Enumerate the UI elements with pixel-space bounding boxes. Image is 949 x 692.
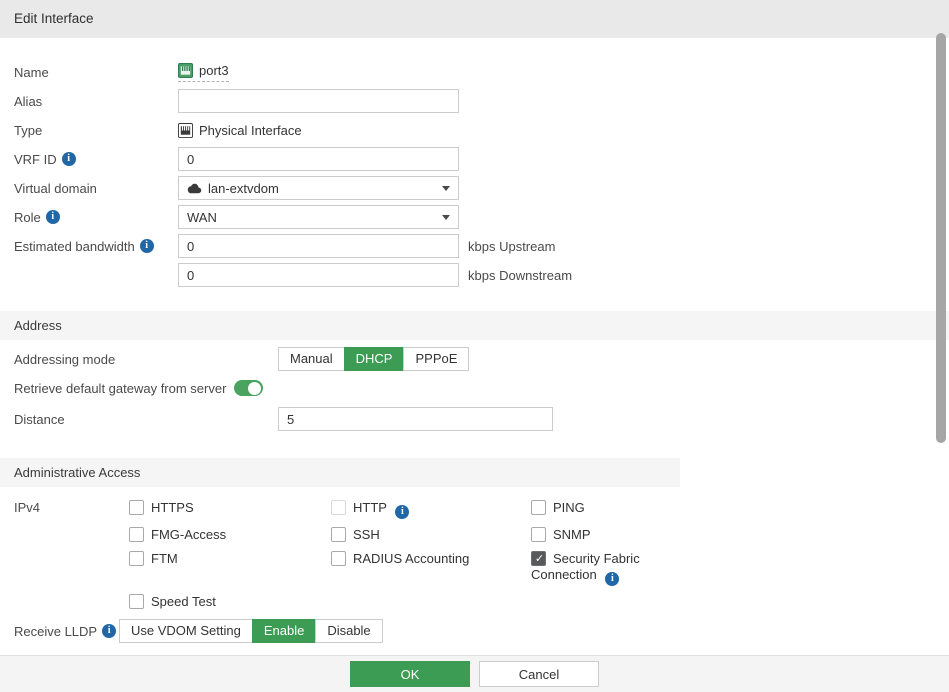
- role-label: Role: [14, 209, 41, 225]
- checkbox-radius-accounting[interactable]: [331, 551, 346, 566]
- checkbox-label: PING: [553, 500, 585, 515]
- checkbox-snmp[interactable]: [531, 527, 546, 542]
- row-receive-lldp: Receive LLDP Use VDOM Setting Enable Dis…: [0, 619, 949, 643]
- mode-dhcp-button[interactable]: DHCP: [343, 347, 405, 371]
- lldp-enable-button[interactable]: Enable: [251, 619, 317, 643]
- retrieve-gateway-toggle[interactable]: [234, 380, 264, 396]
- checkbox-ftm[interactable]: [129, 551, 144, 566]
- row-distance: Distance: [0, 407, 949, 431]
- checkbox-item-http[interactable]: HTTP: [331, 500, 531, 519]
- row-name: Name port3: [0, 60, 949, 84]
- checkbox-item-https[interactable]: HTTPS: [129, 500, 331, 516]
- info-icon[interactable]: [102, 624, 117, 638]
- checkbox-item-speed-test[interactable]: Speed Test: [129, 594, 331, 610]
- port-icon-green: [178, 62, 193, 78]
- mode-pppoe-button[interactable]: PPPoE: [403, 347, 470, 371]
- info-icon[interactable]: [605, 572, 620, 586]
- distance-label: Distance: [14, 411, 65, 427]
- info-icon[interactable]: [139, 239, 154, 253]
- role-dropdown[interactable]: WAN: [178, 205, 459, 229]
- edit-interface-form: Name port3 Alias Type: [0, 38, 949, 643]
- interface-name-chip[interactable]: port3: [178, 62, 229, 82]
- lldp-disable-button[interactable]: Disable: [315, 619, 383, 643]
- checkbox-speed-test[interactable]: [129, 594, 144, 609]
- upstream-unit-label: kbps Upstream: [468, 238, 556, 254]
- checkbox-label: HTTPS: [151, 500, 194, 515]
- ipv4-checkbox-grid: HTTPS HTTP PING FMG-Access SSH SNMP FTM: [129, 500, 676, 610]
- checkbox-label: Speed Test: [151, 594, 216, 609]
- row-addressing-mode: Addressing mode Manual DHCP PPPoE: [0, 347, 949, 371]
- bandwidth-label: Estimated bandwidth: [14, 238, 135, 254]
- checkbox-label: SSH: [353, 527, 380, 542]
- row-vrf: VRF ID: [0, 147, 949, 171]
- info-icon[interactable]: [61, 152, 76, 166]
- page-title: Edit Interface: [0, 0, 949, 38]
- lldp-use-vdom-button[interactable]: Use VDOM Setting: [119, 619, 253, 643]
- vertical-scrollbar[interactable]: [936, 33, 946, 443]
- row-bandwidth-down: kbps Downstream: [0, 263, 949, 287]
- checkbox-fmg-access[interactable]: [129, 527, 144, 542]
- checkbox-item-ftm[interactable]: FTM: [129, 551, 331, 567]
- row-retrieve-gateway: Retrieve default gateway from server: [0, 376, 949, 400]
- checkbox-item-security-fabric[interactable]: Security Fabric Connection: [531, 551, 676, 586]
- footer-bar: OK Cancel: [0, 655, 949, 692]
- address-section-header: Address: [0, 311, 949, 340]
- type-value: Physical Interface: [199, 122, 302, 138]
- checkbox-security-fabric[interactable]: [531, 551, 547, 567]
- vdom-dropdown[interactable]: lan-extvdom: [178, 176, 459, 200]
- toggle-knob: [248, 381, 262, 395]
- row-type: Type Physical Interface: [0, 118, 949, 142]
- retrieve-gateway-label: Retrieve default gateway from server: [14, 380, 227, 396]
- name-label: Name: [14, 64, 49, 80]
- addressing-mode-label: Addressing mode: [14, 351, 116, 367]
- checkbox-label: SNMP: [553, 527, 591, 542]
- cancel-button[interactable]: Cancel: [479, 661, 599, 687]
- ipv4-label: IPv4: [14, 500, 41, 515]
- admin-access-section-header: Administrative Access: [0, 458, 680, 487]
- interface-name-value: port3: [199, 62, 229, 78]
- checkbox-ssh[interactable]: [331, 527, 346, 542]
- mode-manual-button[interactable]: Manual: [278, 347, 345, 371]
- row-role: Role WAN: [0, 205, 949, 229]
- info-icon[interactable]: [395, 505, 410, 519]
- checkbox-https[interactable]: [129, 500, 144, 515]
- chevron-down-icon: [442, 214, 450, 220]
- vdom-label: Virtual domain: [14, 180, 97, 196]
- bandwidth-downstream-input[interactable]: [178, 263, 459, 287]
- downstream-unit-label: kbps Downstream: [468, 267, 573, 283]
- port-icon-dark: [178, 122, 193, 138]
- row-alias: Alias: [0, 89, 949, 113]
- checkbox-ping[interactable]: [531, 500, 546, 515]
- checkbox-item-radius-accounting[interactable]: RADIUS Accounting: [331, 551, 531, 567]
- checkbox-label: RADIUS Accounting: [353, 551, 470, 566]
- row-vdom: Virtual domain lan-extvdom: [0, 176, 949, 200]
- lldp-segmented: Use VDOM Setting Enable Disable: [119, 619, 383, 643]
- chevron-down-icon: [442, 185, 450, 191]
- info-icon[interactable]: [45, 210, 60, 224]
- vdom-cloud-icon: [187, 183, 202, 194]
- role-selected-value: WAN: [187, 209, 217, 225]
- checkbox-item-ping[interactable]: PING: [531, 500, 676, 516]
- vrf-input[interactable]: [178, 147, 459, 171]
- ipv4-block: IPv4 HTTPS HTTP PING FMG-Access SSH SNMP: [0, 500, 949, 610]
- alias-label: Alias: [14, 93, 43, 109]
- checkbox-label: FMG-Access: [151, 527, 227, 542]
- type-label: Type: [14, 122, 43, 138]
- receive-lldp-label: Receive LLDP: [14, 623, 98, 639]
- checkbox-item-ssh[interactable]: SSH: [331, 527, 531, 543]
- vrf-label: VRF ID: [14, 151, 57, 167]
- checkbox-label: FTM: [151, 551, 178, 566]
- ok-button[interactable]: OK: [350, 661, 470, 687]
- checkbox-item-fmg-access[interactable]: FMG-Access: [129, 527, 331, 543]
- row-bandwidth-up: Estimated bandwidth kbps Upstream: [0, 234, 949, 258]
- checkbox-item-snmp[interactable]: SNMP: [531, 527, 676, 543]
- distance-input[interactable]: [278, 407, 553, 431]
- checkbox-label: HTTP: [353, 500, 387, 515]
- vdom-selected-value: lan-extvdom: [208, 180, 279, 196]
- checkbox-label: Security Fabric Connection: [531, 551, 640, 582]
- checkbox-http[interactable]: [331, 500, 346, 515]
- alias-input[interactable]: [178, 89, 459, 113]
- bandwidth-upstream-input[interactable]: [178, 234, 459, 258]
- addressing-mode-segmented: Manual DHCP PPPoE: [278, 347, 470, 371]
